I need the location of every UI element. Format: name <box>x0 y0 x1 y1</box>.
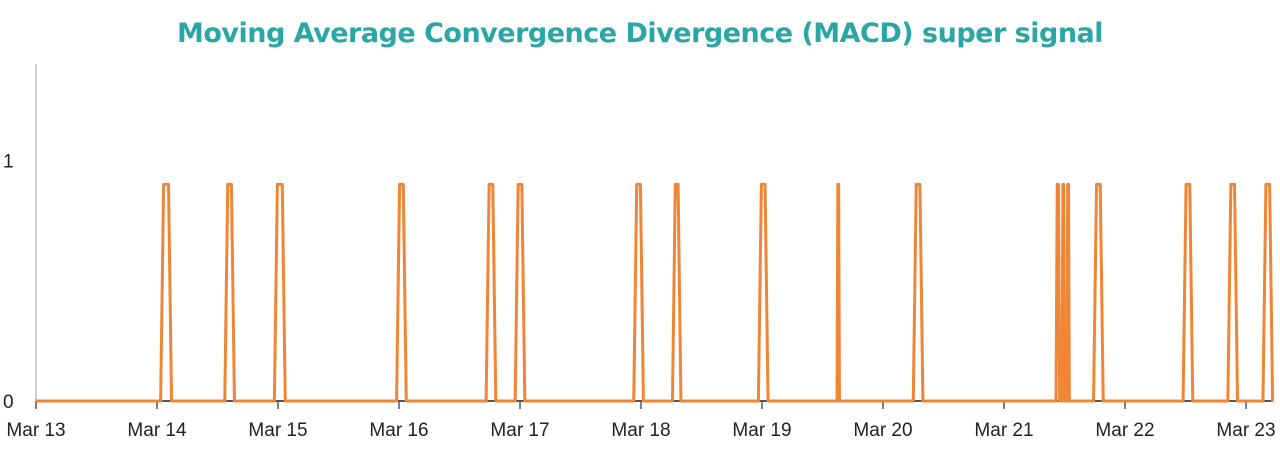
series-layer <box>36 182 1275 403</box>
x-tick-label: Mar 18 <box>611 420 670 441</box>
x-tick-label: Mar 19 <box>732 420 791 441</box>
x-tick-label: Mar 21 <box>974 420 1033 441</box>
x-tick-label: Mar 15 <box>248 420 307 441</box>
x-tick-label: Mar 13 <box>6 420 65 441</box>
signal-series-line <box>36 182 1275 403</box>
x-tick-label: Mar 14 <box>127 420 187 441</box>
x-tick-label: Mar 20 <box>853 420 912 441</box>
x-tick-label: Mar 16 <box>369 420 428 441</box>
y-tick-label: 0 <box>3 392 14 413</box>
x-tick-label: Mar 22 <box>1095 420 1154 441</box>
x-tick-label: Mar 23 <box>1216 420 1275 441</box>
x-axis: Mar 13 Mar 14 Mar 15 Mar 16 Mar 17 Mar 18 Mar … <box>6 400 1276 441</box>
y-tick-label: 1 <box>3 151 14 172</box>
x-tick-label: Mar 17 <box>490 420 549 441</box>
chart-title: Moving Average Convergence Divergence (M… <box>176 18 1104 49</box>
y-axis: 01 <box>3 64 37 413</box>
